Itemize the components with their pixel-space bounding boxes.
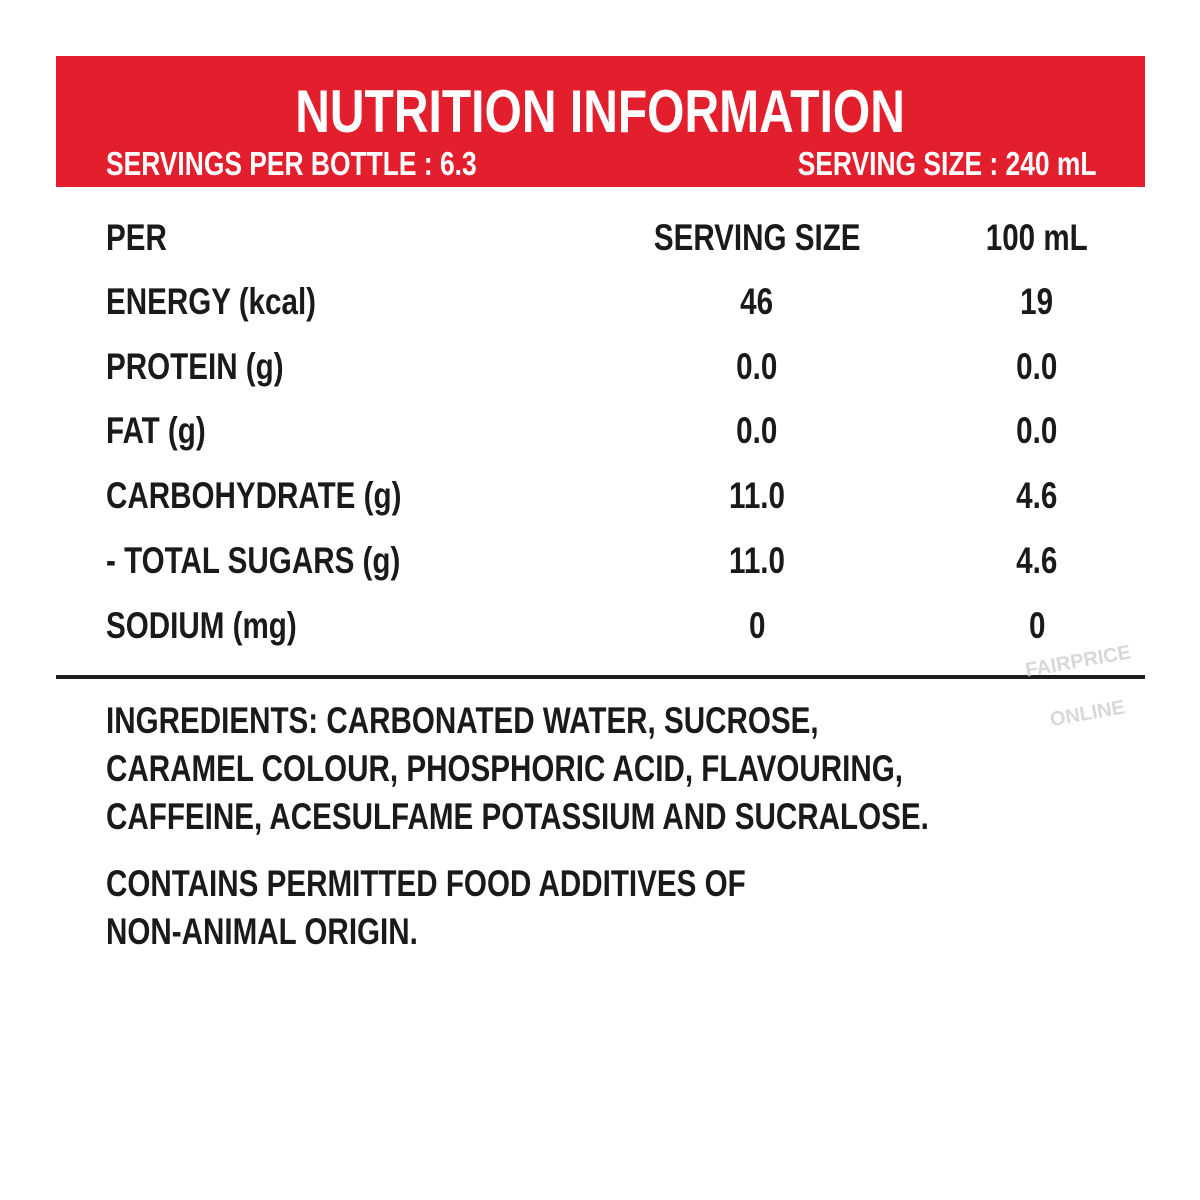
divider	[56, 675, 1145, 679]
per-100ml-value: 4.6	[1016, 475, 1058, 517]
nutrient-label: - TOTAL SUGARS (g)	[106, 539, 401, 581]
table-row: PROTEIN (g) 0.0 0.0	[0, 345, 1200, 389]
per-100ml-value: 19	[1020, 281, 1054, 322]
table-row: SODIUM (mg) 0 0	[0, 604, 1200, 648]
table-header-row: PER SERVING SIZE 100 mL	[0, 216, 1200, 260]
serving-value: 0.0	[736, 345, 778, 387]
serving-value: 46	[740, 281, 774, 322]
nutrient-label: PROTEIN (g)	[106, 345, 284, 387]
per-100ml-value: 0	[1028, 604, 1046, 646]
nutrient-label: CARBOHYDRATE (g)	[106, 475, 402, 517]
nutrition-header-banner: NUTRITION INFORMATION SERVINGS PER BOTTL…	[56, 56, 1145, 187]
per-100ml-value: 4.6	[1016, 539, 1058, 581]
nutrient-label: FAT (g)	[106, 410, 206, 452]
serving-value: 0	[748, 604, 766, 646]
column-header-100ml: 100 mL	[985, 217, 1088, 258]
column-header-serving-size: SERVING SIZE	[653, 217, 861, 258]
per-100ml-value: 0.0	[1016, 410, 1058, 452]
table-row: - TOTAL SUGARS (g) 11.0 4.6	[0, 539, 1200, 583]
serving-value: 11.0	[728, 539, 785, 581]
nutrient-label: SODIUM (mg)	[106, 604, 297, 646]
serving-value: 0.0	[736, 410, 778, 452]
column-header-per: PER	[106, 217, 167, 258]
serving-value: 11.0	[728, 475, 785, 517]
table-row: FAT (g) 0.0 0.0	[0, 409, 1200, 453]
table-row: CARBOHYDRATE (g) 11.0 4.6	[0, 474, 1200, 518]
additives-statement: CONTAINS PERMITTED FOOD ADDITIVES OF NON…	[106, 863, 746, 952]
serving-size: SERVING SIZE : 240 mL	[798, 145, 1097, 182]
table-row: ENERGY (kcal) 46 19	[0, 280, 1200, 324]
page-title: NUTRITION INFORMATION	[295, 78, 906, 145]
ingredients-text: INGREDIENTS: CARBONATED WATER, SUCROSE, …	[106, 700, 929, 837]
servings-per-bottle: SERVINGS PER BOTTLE : 6.3	[106, 145, 477, 182]
nutrient-label: ENERGY (kcal)	[106, 281, 317, 322]
per-100ml-value: 0.0	[1016, 345, 1058, 387]
